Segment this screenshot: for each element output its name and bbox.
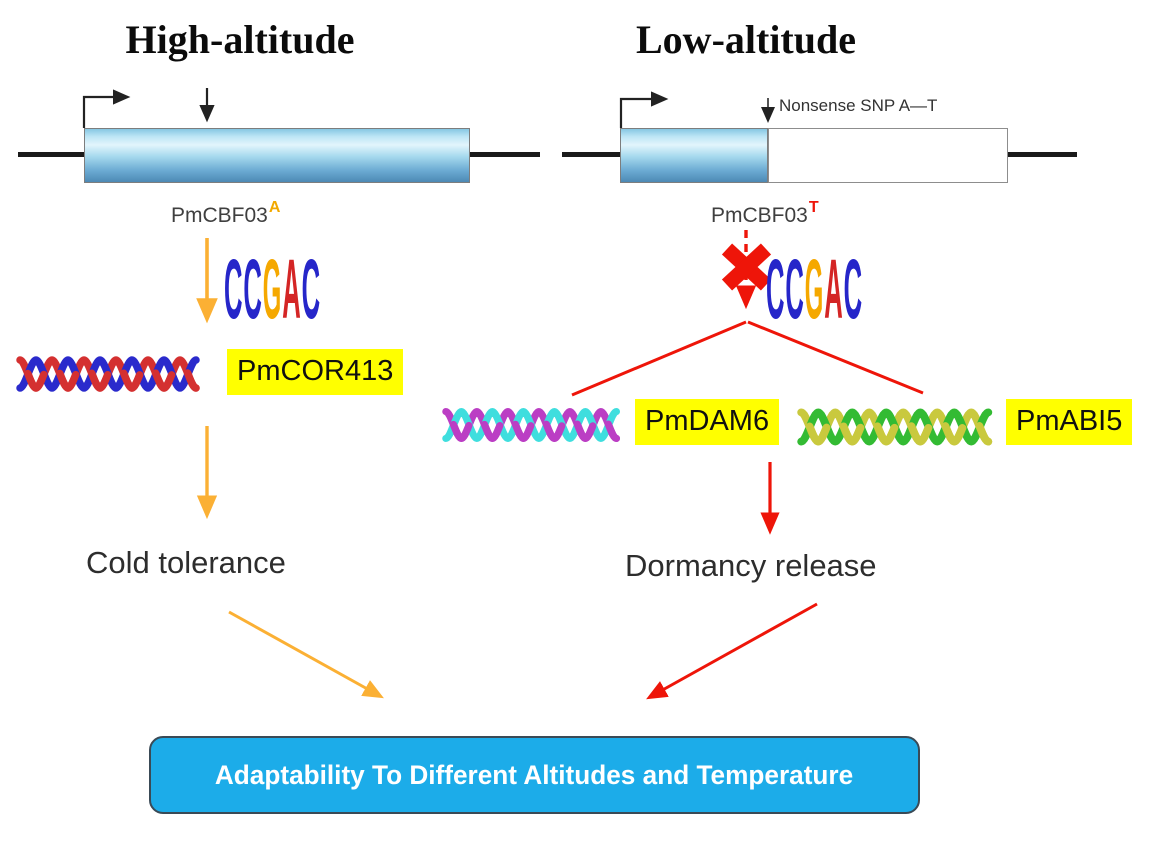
outcome-dormancy-release: Dormancy release [625,548,877,583]
target-label-pmcor413: PmCOR413 [227,349,404,395]
motif-letter: A [282,257,301,321]
allele-superscript-high: A [268,199,281,216]
dna-helix-abi5-icon [797,408,993,446]
arrow-dormancy-to-conclusion [646,602,818,700]
outcome-cold-tolerance: Cold tolerance [86,545,286,580]
gene-body-low-truncated [768,128,1008,183]
ccgac-motif-logo-low: C C G A C [766,257,862,321]
motif-letter: C [243,257,262,321]
gene-label-high: PmCBF03A [171,199,281,228]
dna-helix-cor413-icon [16,356,200,392]
gene-name-low: PmCBF03 [711,204,808,227]
gene-label-low: PmCBF03T [711,199,819,228]
branch-to-pmdam6 [571,320,747,397]
gene-body-low-coding [620,128,768,183]
gene-body-high [84,128,470,183]
helix-strand [442,407,621,443]
title-low-altitude: Low-altitude [636,17,856,62]
motif-letter: C [766,257,785,321]
motif-letter: G [805,257,824,321]
motif-letter: C [224,257,243,321]
gene-name-high: PmCBF03 [171,204,268,227]
transcription-start-arrow-high-icon [82,89,131,128]
motif-letter: C [844,257,862,321]
snp-annotation: Nonsense SNP A—T [779,96,938,115]
target-label-pmdam6: PmDAM6 [635,399,780,445]
conclusion-box: Adaptability To Different Altitudes and … [149,736,920,814]
helix-strand [16,356,200,392]
motif-letter: C [302,257,320,321]
motif-letter: G [263,257,282,321]
title-high-altitude: High-altitude [125,17,355,62]
ccgac-motif-logo-high: C C G A C [224,257,320,321]
arrow-cold-tolerance-to-conclusion [228,610,384,699]
helix-strand [797,408,993,446]
conclusion-label: Adaptability To Different Altitudes and … [215,759,854,790]
dna-helix-dam6-icon [442,407,621,443]
branch-to-pmabi5 [747,320,924,395]
target-label-pmabi5: PmABI5 [1006,399,1133,445]
transcription-start-arrow-low-icon [619,91,669,128]
motif-letter: C [785,257,804,321]
motif-letter: A [824,257,843,321]
blocked-cross-icon [721,243,772,291]
allele-superscript-low: T [808,199,819,216]
